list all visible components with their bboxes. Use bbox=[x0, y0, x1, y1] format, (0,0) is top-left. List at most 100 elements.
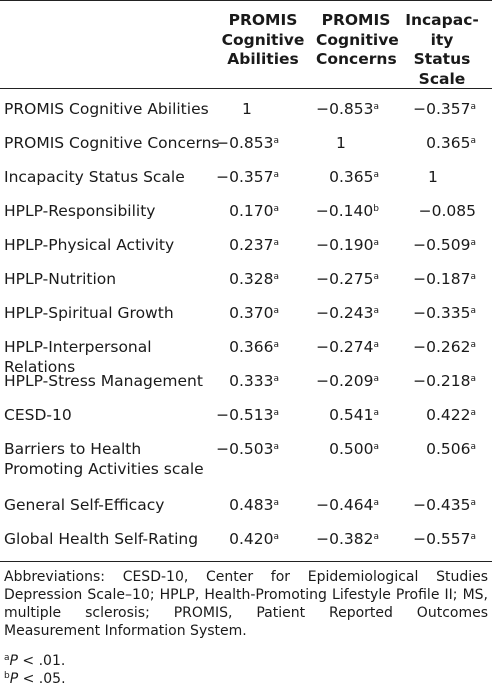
cell-value: −0.335 bbox=[413, 304, 471, 322]
cell-value: 0.541 bbox=[329, 406, 374, 424]
header-line: Scale bbox=[418, 69, 466, 88]
cell-value: 1 bbox=[336, 134, 346, 152]
cell-value: 0.506 bbox=[426, 440, 471, 458]
significance-mark: a bbox=[373, 408, 379, 418]
cell-value: −0.503 bbox=[216, 440, 274, 458]
table-cell: −0.464a bbox=[316, 495, 379, 515]
table-cell: −0.557a bbox=[413, 529, 476, 549]
header-line: Abilities bbox=[227, 50, 299, 68]
header-promis-cognitive-concerns: PROMIS Cognitive Concerns bbox=[316, 11, 399, 70]
row-label: Barriers to Health Promoting Activities … bbox=[4, 440, 204, 478]
significance-mark: a bbox=[273, 272, 279, 282]
header-line: Cognitive bbox=[316, 30, 399, 49]
cell-value: −0.274 bbox=[316, 338, 374, 356]
significance-mark: a bbox=[273, 170, 279, 180]
table-cell: −0.209a bbox=[316, 371, 379, 391]
row-label: HPLP-Nutrition bbox=[4, 270, 117, 288]
significance-mark: a bbox=[373, 340, 379, 350]
table-cell: 1 bbox=[242, 99, 252, 119]
significance-mark: a bbox=[373, 238, 379, 248]
table-cell: −0.275a bbox=[316, 269, 379, 289]
cell-value: −0.085 bbox=[418, 202, 476, 220]
significance-mark: a bbox=[273, 204, 279, 214]
table-cell: 0.500a bbox=[329, 439, 379, 459]
cell-value: −0.464 bbox=[316, 496, 374, 514]
cell-value: 0.365 bbox=[329, 168, 374, 186]
significance-mark: a bbox=[273, 408, 279, 418]
significance-mark: a bbox=[373, 498, 379, 508]
cell-value: −0.357 bbox=[216, 168, 274, 186]
significance-mark: a bbox=[470, 306, 476, 316]
table-cell: −0.503a bbox=[216, 439, 279, 459]
table-cell: −0.357a bbox=[216, 167, 279, 187]
significance-mark: a bbox=[470, 408, 476, 418]
significance-mark: a bbox=[273, 374, 279, 384]
significance-mark: a bbox=[273, 238, 279, 248]
footnote-mark: a bbox=[4, 653, 10, 663]
table-cell: 0.483a bbox=[229, 495, 279, 515]
table-cell: −0.853a bbox=[216, 133, 279, 153]
cell-value: −0.218 bbox=[413, 372, 471, 390]
row-label: Global Health Self-Rating bbox=[4, 530, 199, 548]
significance-mark: a bbox=[373, 102, 379, 112]
cell-value: −0.187 bbox=[413, 270, 471, 288]
significance-mark: a bbox=[373, 170, 379, 180]
header-line: Incapac- bbox=[405, 11, 479, 29]
significance-mark: b bbox=[373, 204, 379, 214]
footnote-mark: b bbox=[4, 671, 10, 681]
table-cell: −0.335a bbox=[413, 303, 476, 323]
significance-mark: a bbox=[273, 442, 279, 452]
footnote-text: P < .05. bbox=[9, 671, 66, 687]
table-cell: 0.170a bbox=[229, 201, 279, 221]
significance-mark: a bbox=[373, 306, 379, 316]
row-label: HPLP-Physical Activity bbox=[4, 236, 175, 254]
table-cell: 0.506a bbox=[426, 439, 476, 459]
table-cell: 0.333a bbox=[229, 371, 279, 391]
cell-value: −0.275 bbox=[316, 270, 374, 288]
footnote-b: bP < .05. bbox=[4, 670, 66, 688]
cell-value: 0.237 bbox=[229, 236, 274, 254]
significance-mark: a bbox=[470, 102, 476, 112]
cell-value: −0.209 bbox=[316, 372, 374, 390]
significance-mark: a bbox=[273, 306, 279, 316]
table-cell: −0.190a bbox=[316, 235, 379, 255]
table-cell: 0.366a bbox=[229, 337, 279, 357]
significance-mark: a bbox=[470, 272, 476, 282]
cell-value: −0.435 bbox=[413, 496, 471, 514]
significance-mark: a bbox=[373, 442, 379, 452]
significance-mark: a bbox=[470, 498, 476, 508]
significance-mark: a bbox=[470, 374, 476, 384]
row-label: HPLP-Spiritual Growth bbox=[4, 304, 174, 322]
significance-mark: a bbox=[273, 532, 279, 542]
table-cell: −0.513a bbox=[216, 405, 279, 425]
cell-value: −0.262 bbox=[413, 338, 471, 356]
table-cell: −0.382a bbox=[316, 529, 379, 549]
row-label: PROMIS Cognitive Concerns bbox=[4, 134, 220, 152]
cell-value: −0.243 bbox=[316, 304, 374, 322]
top-rule bbox=[0, 0, 492, 1]
table-cell: 0.237a bbox=[229, 235, 279, 255]
header-line: Concerns bbox=[316, 50, 397, 68]
table-cell: −0.853a bbox=[316, 99, 379, 119]
header-promis-cognitive-abilities: PROMIS Cognitive Abilities bbox=[218, 11, 308, 70]
cell-value: 0.370 bbox=[229, 304, 274, 322]
cell-value: 1 bbox=[428, 168, 438, 186]
cell-value: 0.366 bbox=[229, 338, 274, 356]
significance-mark: a bbox=[470, 340, 476, 350]
significance-mark: a bbox=[273, 340, 279, 350]
row-label: CESD-10 bbox=[4, 406, 72, 424]
table-cell: 0.365a bbox=[426, 133, 476, 153]
cell-value: 0.500 bbox=[329, 440, 374, 458]
cell-value: 0.420 bbox=[229, 530, 274, 548]
table-cell: −0.218a bbox=[413, 371, 476, 391]
footnote-a: aP < .01. bbox=[4, 652, 65, 670]
cell-value: −0.853 bbox=[216, 134, 274, 152]
significance-mark: a bbox=[373, 272, 379, 282]
row-label: HPLP-Interpersonal Relations bbox=[4, 338, 152, 376]
cell-value: −0.190 bbox=[316, 236, 374, 254]
table-cell: −0.274a bbox=[316, 337, 379, 357]
row-label: Incapacity Status Scale bbox=[4, 168, 185, 186]
table-cell: 0.541a bbox=[329, 405, 379, 425]
table-cell: 1 bbox=[336, 133, 346, 153]
